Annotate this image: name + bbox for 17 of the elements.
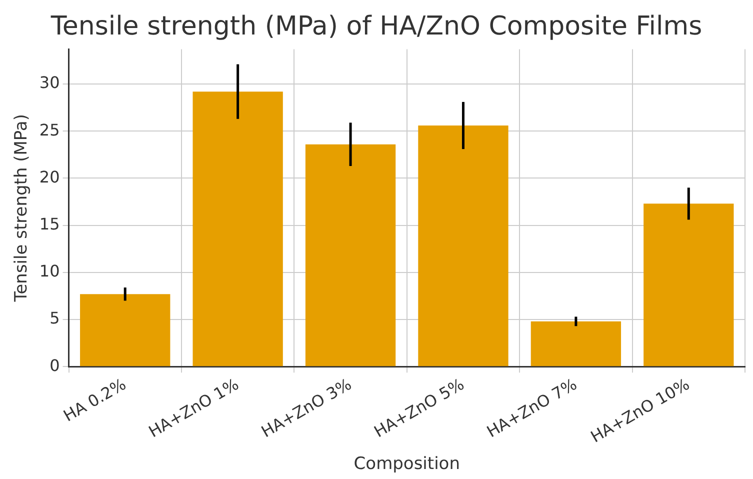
y-axis-title: Tensile strength (MPa)	[12, 114, 32, 303]
y-tick-label: 5	[50, 308, 60, 328]
bar	[305, 144, 396, 366]
bar	[418, 125, 508, 366]
x-axis-title: Composition	[354, 454, 460, 474]
y-tick-label: 10	[39, 262, 60, 281]
y-tick-label: 15	[39, 214, 60, 234]
bar	[192, 92, 283, 366]
chart-title: Tensile strength (MPa) of HA/ZnO Composite Films	[50, 11, 702, 42]
y-tick-label: 30	[39, 73, 60, 92]
y-tick-label: 25	[39, 120, 60, 140]
y-tick-label: 20	[39, 167, 60, 186]
bar	[530, 321, 622, 366]
bar	[80, 294, 170, 366]
x-tick-label: HA 0.2%	[60, 374, 130, 426]
bar	[644, 204, 734, 366]
y-tick-label: 0	[50, 356, 60, 375]
